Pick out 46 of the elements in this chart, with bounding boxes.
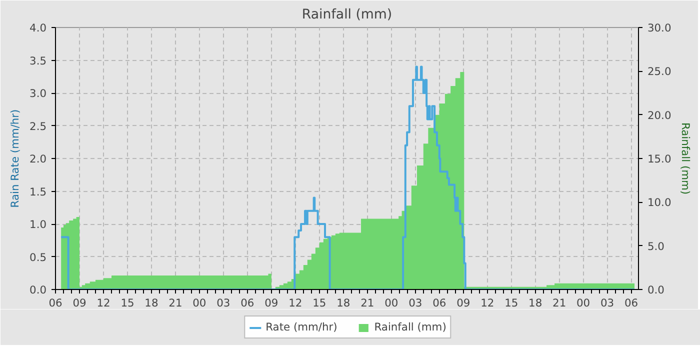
x-tick-label: 09 — [456, 296, 470, 310]
x-tick-label: 12 — [288, 296, 302, 310]
x-tick-label: 18 — [144, 296, 158, 310]
x-tick-label: 09 — [72, 296, 86, 310]
y-tick-label: 2.0 — [30, 152, 47, 166]
x-tick-label: 00 — [384, 296, 398, 310]
legend-label: Rate (mm/hr) — [266, 320, 338, 334]
x-tick-label: 12 — [480, 296, 494, 310]
x-tick-label: 06 — [432, 296, 446, 310]
legend-label: Rainfall (mm) — [374, 320, 446, 334]
x-tick-label: 21 — [360, 296, 374, 310]
y-tick-label: 4.0 — [30, 22, 47, 34]
y2-tick-label: 5.0 — [648, 240, 665, 253]
y2-axis-title: Rainfall (mm) — [679, 122, 692, 195]
x-tick-label: 18 — [528, 296, 542, 310]
x-tick-label: 15 — [312, 296, 326, 310]
y2-tick-label: 15.0 — [648, 152, 672, 166]
y-tick-label: 3.5 — [30, 54, 47, 68]
x-tick-label: 00 — [192, 296, 206, 310]
y2-tick-label: 10.0 — [648, 196, 672, 210]
y-tick-label: 1.5 — [30, 185, 47, 198]
y-tick-label: 2.5 — [30, 120, 47, 133]
x-tick-label: 12 — [96, 296, 110, 310]
y2-tick-label: 20.0 — [648, 108, 672, 122]
x-tick-label: 15 — [120, 296, 134, 310]
x-tick-label: 03 — [408, 296, 422, 310]
y-tick-label: 0.5 — [30, 250, 47, 264]
y-tick-label: 3.0 — [30, 87, 47, 100]
y2-tick-label: 25.0 — [648, 65, 672, 78]
x-tick-label: 03 — [216, 296, 230, 310]
x-tick-label: 06 — [624, 296, 638, 310]
x-tick-label: 21 — [168, 296, 182, 310]
x-tick-label: 21 — [552, 296, 566, 310]
x-tick-label: 06 — [240, 296, 254, 310]
chart-title: Rainfall (mm) — [302, 8, 392, 22]
x-tick-label: 00 — [576, 296, 590, 310]
x-tick-label: 09 — [264, 296, 278, 310]
y-axis-title: Rain Rate (mm/hr) — [8, 109, 22, 208]
x-tick-label: 03 — [600, 296, 614, 310]
y2-tick-label: 0.0 — [648, 284, 665, 296]
x-tick-label: 06 — [48, 296, 62, 310]
y-tick-label: 1.0 — [30, 218, 47, 231]
y-tick-label: 0.0 — [30, 284, 47, 296]
y2-tick-label: 30.0 — [648, 22, 672, 34]
x-tick-label: 18 — [336, 296, 350, 310]
x-tick-label: 15 — [504, 296, 518, 310]
